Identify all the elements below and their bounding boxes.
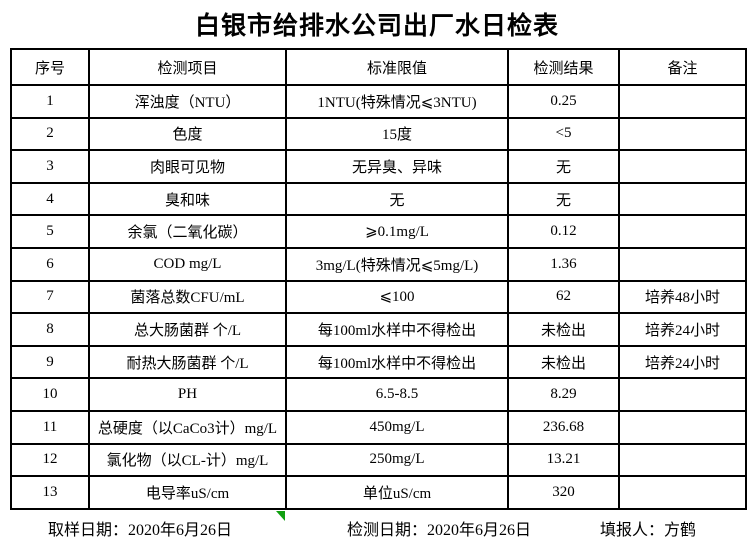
- cell-result: 0.25: [507, 84, 620, 119]
- cell-item: 余氯（二氧化碳）: [88, 214, 287, 249]
- cell-result: <5: [507, 116, 620, 152]
- sampling-date: 取样日期：2020年6月26日: [48, 516, 232, 540]
- testing-date-label: 检测日期：: [347, 522, 428, 539]
- cell-result: 236.68: [507, 409, 620, 445]
- cell-limit: 3mg/L(特殊情况⩽5mg/L): [285, 246, 509, 282]
- cell-item: 肉眼可见物: [88, 149, 287, 184]
- green-marker-icon: [276, 511, 285, 521]
- cell-remark: 培养24小时: [618, 312, 747, 347]
- table-row: 2 色度 15度 <5: [10, 116, 747, 152]
- cell-remark: [618, 149, 747, 184]
- table-row: 4 臭和味无无: [10, 181, 747, 217]
- cell-remark: [618, 246, 747, 282]
- table-row: 3 肉眼可见物 无异臭、异味无: [10, 149, 747, 184]
- reporter: 填报人：方鹤: [600, 516, 696, 540]
- cell-remark: 培养24小时: [618, 344, 747, 380]
- column-header-no: 序号: [10, 48, 90, 86]
- cell-result: 62: [507, 279, 620, 315]
- daily-inspection-table: 序号 检测项目 标准限值 检测结果 备注 1 浑浊度（NTU） 1NTU(特殊情况⩽3NTU…: [10, 48, 747, 510]
- table-body: 1 浑浊度（NTU） 1NTU(特殊情况⩽3NTU) 0.25 2 色度 15度 <5 3 肉眼可…: [10, 84, 747, 510]
- cell-no: 9: [10, 344, 90, 380]
- cell-limit: 单位uS/cm: [285, 475, 509, 510]
- cell-no: 5: [10, 214, 90, 249]
- reporter-value: 方鹤: [664, 522, 697, 539]
- table-header-row: 序号 检测项目 标准限值 检测结果 备注: [10, 48, 747, 86]
- cell-item: PH: [88, 377, 287, 412]
- cell-result: 未检出: [507, 344, 620, 380]
- cell-result: 未检出: [507, 312, 620, 347]
- sampling-date-value: 2020年6月26日: [128, 522, 233, 539]
- cell-no: 8: [10, 312, 90, 347]
- column-header-limit: 标准限值: [285, 48, 509, 86]
- cell-item: 电导率uS/cm: [88, 475, 287, 510]
- cell-limit: 450mg/L: [285, 409, 509, 445]
- reporter-label: 填报人：: [600, 522, 665, 539]
- cell-no: 7: [10, 279, 90, 315]
- cell-item: 总硬度（以CaCo3计）mg/L: [88, 409, 287, 445]
- column-header-remark: 备注: [618, 48, 747, 86]
- table-row: 6 COD mg/L 3mg/L(特殊情况⩽5mg/L) 1.36: [10, 246, 747, 282]
- cell-remark: [618, 181, 747, 217]
- cell-remark: [618, 409, 747, 445]
- cell-no: 12: [10, 442, 90, 478]
- cell-no: 3: [10, 149, 90, 184]
- cell-item: 总大肠菌群 个/L: [88, 312, 287, 347]
- cell-result: 0.12: [507, 214, 620, 249]
- cell-remark: [618, 84, 747, 119]
- cell-result: 1.36: [507, 246, 620, 282]
- page-title: 白银市给排水公司出厂水日检表: [194, 13, 559, 40]
- cell-no: 6: [10, 246, 90, 282]
- table-row: 13 电导率uS/cm 单位uS/cm 320: [10, 475, 747, 510]
- cell-result: 无: [507, 181, 620, 217]
- cell-no: 1: [10, 84, 90, 119]
- table-row: 8 总大肠菌群 个/L 每100ml水样中不得检出 未检出 培养24小时: [10, 312, 747, 347]
- table-row: 12 氯化物（以CL-计）mg/L 250mg/L 13.21: [10, 442, 747, 478]
- cell-item: 色度: [88, 116, 287, 152]
- cell-limit: 6.5-8.5: [285, 377, 509, 412]
- table-row: 7 菌落总数CFU/mL ⩽100 62 培养48小时: [10, 279, 747, 315]
- cell-remark: [618, 442, 747, 478]
- cell-item: COD mg/L: [88, 246, 287, 282]
- table-row: 11 总硬度（以CaCo3计）mg/L 450mg/L 236.68: [10, 409, 747, 445]
- cell-limit: ⩾0.1mg/L: [285, 214, 509, 249]
- column-header-result: 检测结果: [507, 48, 620, 86]
- cell-limit: 每100ml水样中不得检出: [285, 344, 509, 380]
- cell-item: 臭和味: [88, 181, 287, 217]
- table-row: 5 余氯（二氧化碳） ⩾0.1mg/L 0.12: [10, 214, 747, 249]
- testing-date: 检测日期：2020年6月26日: [347, 516, 531, 540]
- cell-item: 耐热大肠菌群 个/L: [88, 344, 287, 380]
- cell-limit: 1NTU(特殊情况⩽3NTU): [285, 84, 509, 119]
- testing-date-value: 2020年6月26日: [427, 522, 532, 539]
- cell-no: 2: [10, 116, 90, 152]
- footer: 取样日期：2020年6月26日 检测日期：2020年6月26日 填报人：方鹤: [0, 516, 754, 540]
- cell-result: 13.21: [507, 442, 620, 478]
- cell-item: 浑浊度（NTU）: [88, 84, 287, 119]
- cell-result: 8.29: [507, 377, 620, 412]
- cell-remark: [618, 377, 747, 412]
- cell-no: 4: [10, 181, 90, 217]
- cell-remark: [618, 116, 747, 152]
- table-row: 1 浑浊度（NTU） 1NTU(特殊情况⩽3NTU) 0.25: [10, 84, 747, 119]
- cell-limit: 无异臭、异味: [285, 149, 509, 184]
- cell-limit: 250mg/L: [285, 442, 509, 478]
- cell-remark: [618, 214, 747, 249]
- table-row: 9 耐热大肠菌群 个/L 每100ml水样中不得检出 未检出 培养24小时: [10, 344, 747, 380]
- table-row: 10 PH 6.5-8.5 8.29: [10, 377, 747, 412]
- column-header-item: 检测项目: [88, 48, 287, 86]
- cell-result: 320: [507, 475, 620, 510]
- cell-no: 13: [10, 475, 90, 510]
- cell-no: 11: [10, 409, 90, 445]
- cell-item: 氯化物（以CL-计）mg/L: [88, 442, 287, 478]
- cell-no: 10: [10, 377, 90, 412]
- cell-remark: [618, 475, 747, 510]
- cell-limit: 15度: [285, 116, 509, 152]
- cell-limit: 每100ml水样中不得检出: [285, 312, 509, 347]
- cell-limit: 无: [285, 181, 509, 217]
- cell-result: 无: [507, 149, 620, 184]
- cell-item: 菌落总数CFU/mL: [88, 279, 287, 315]
- cell-remark: 培养48小时: [618, 279, 747, 315]
- sampling-date-label: 取样日期：: [48, 522, 129, 539]
- cell-limit: ⩽100: [285, 279, 509, 315]
